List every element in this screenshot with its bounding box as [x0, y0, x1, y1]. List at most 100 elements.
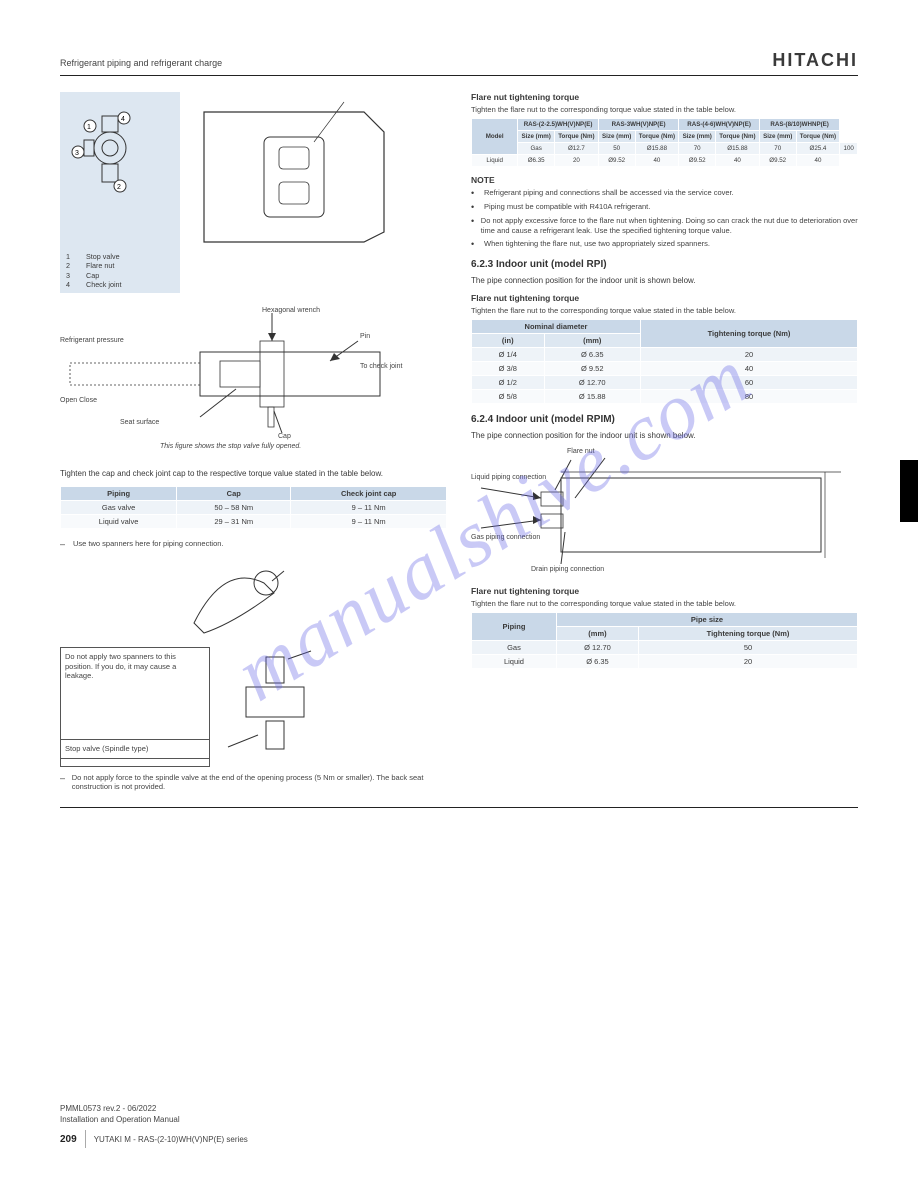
lbl-seat: Seat surface: [120, 419, 159, 426]
caps-list: 1 2 3 4: [60, 92, 180, 254]
indoor-lbl-gas: Gas piping connection: [471, 534, 540, 541]
td: 9 – 11 Nm: [291, 501, 447, 515]
flare-title2: Flare nut tightening torque: [471, 293, 858, 303]
footer-doc-id: PMML0573 rev.2 - 06/2022: [60, 1104, 858, 1113]
td: Gas valve: [61, 501, 177, 515]
td: 40: [641, 362, 858, 376]
td: Ø25.4: [796, 143, 840, 155]
td: Ø 12.70: [556, 641, 638, 655]
td: 50: [598, 143, 635, 155]
sec-623-text: The pipe connection position for the ind…: [471, 276, 858, 287]
left-column: 1 2 3 4: [60, 92, 447, 795]
unit-body-illus: [184, 92, 447, 254]
legend-2: Flare nut: [86, 261, 114, 270]
section-tab: [900, 460, 918, 522]
lbl-cap: Cap: [278, 433, 291, 440]
th-model: Model: [472, 119, 518, 155]
th: Torque (Nm): [635, 131, 679, 143]
th: Size (mm): [598, 131, 635, 143]
lbl-open-close: Open Close: [60, 397, 97, 404]
spindle-footnote: This figure shows the stop valve fully o…: [160, 443, 301, 450]
td: 60: [641, 376, 858, 390]
td: 80: [641, 390, 858, 404]
td: Ø 9.52: [544, 362, 640, 376]
th: (in): [472, 334, 545, 348]
spanner-illus: [174, 553, 334, 643]
td: Gas: [472, 641, 557, 655]
note-block-1: NOTE •Refrigerant piping and connections…: [471, 175, 858, 249]
td: Liquid: [472, 655, 557, 669]
figure-stop-valve-block: 1 2 3 4: [60, 92, 447, 254]
indoor-lbl-liquid: Liquid piping connection: [471, 474, 546, 481]
flare-nut-title: Flare nut tightening torque: [471, 92, 858, 102]
td: 100: [840, 143, 858, 155]
td: Gas: [518, 143, 555, 155]
sec-624-text: The pipe connection position for the ind…: [471, 431, 858, 442]
td: 50: [639, 641, 858, 655]
td: Ø 1/4: [472, 348, 545, 362]
td: 40: [796, 155, 840, 167]
flare-intro: Tighten the flare nut to the correspondi…: [471, 105, 858, 114]
lbl-pin: Pin: [360, 333, 370, 340]
indoor-lbl-drain: Drain piping connection: [531, 566, 604, 573]
svg-text:1: 1: [87, 124, 91, 131]
torque-table: Piping Cap Check joint cap Gas valve 50 …: [60, 486, 447, 529]
legend-4: Check joint: [86, 280, 122, 289]
td: Ø 6.35: [544, 348, 640, 362]
th-piping: Piping: [61, 487, 177, 501]
td: Ø 3/8: [472, 362, 545, 376]
outdoor-unit-illus: [184, 92, 414, 252]
indoor-lbl-flare: Flare nut: [567, 448, 595, 455]
legend-1: Stop valve: [86, 252, 120, 261]
td: Ø15.88: [716, 143, 760, 155]
legend-3: Cap: [86, 271, 99, 280]
td: Ø 5/8: [472, 390, 545, 404]
td: Ø9.52: [679, 155, 716, 167]
stop-valve-detail: [216, 647, 336, 767]
footer-doc-title: Installation and Operation Manual: [60, 1115, 858, 1124]
flare-table: Model RAS-(2-2.5)WH(V)NP(E) RAS-3WH(V)NP…: [471, 118, 858, 167]
th: Size (mm): [518, 131, 555, 143]
th: (mm): [556, 627, 638, 641]
th: Torque (Nm): [716, 131, 760, 143]
th: Torque (Nm): [554, 131, 598, 143]
th: Nominal diameter: [472, 320, 641, 334]
th: RAS-3WH(V)NP(E): [598, 119, 679, 131]
td: 20: [554, 155, 598, 167]
td: 70: [679, 143, 716, 155]
td: 29 – 31 Nm: [177, 515, 291, 529]
flare-caution-text: Do not apply force to the spindle valve …: [72, 773, 447, 792]
flare-intro3: Tighten the flare nut to the correspondi…: [471, 599, 858, 608]
td: Ø 6.35: [556, 655, 638, 669]
th: RAS-(4-6)WH(V)NP(E): [679, 119, 760, 131]
footer-rule: [60, 807, 858, 808]
td: Ø 1/2: [472, 376, 545, 390]
indoor-unit-illus: Liquid piping connection Gas piping conn…: [471, 448, 858, 578]
right-column: Flare nut tightening torque Tighten the …: [471, 92, 858, 795]
td: Ø 12.70: [544, 376, 640, 390]
bullet-flare-caution: – Do not apply force to the spindle valv…: [60, 773, 447, 792]
td: 70: [759, 143, 796, 155]
th: (mm): [544, 334, 640, 348]
note-item: Do not apply excessive force to the flar…: [481, 216, 858, 235]
caps-legend: 1Stop valve 2Flare nut 3Cap 4Check joint: [60, 248, 180, 293]
page-footer: PMML0573 rev.2 - 06/2022 Installation an…: [60, 1104, 858, 1148]
page-header: Refrigerant piping and refrigerant charg…: [60, 50, 858, 76]
td: Liquid: [472, 155, 518, 167]
content-columns: 1 2 3 4: [60, 92, 858, 795]
th-cap: Cap: [177, 487, 291, 501]
sec-624-title: 6.2.4 Indoor unit (model RPIM): [471, 414, 858, 425]
header-left: Refrigerant piping and refrigerant charg…: [60, 58, 222, 68]
th: Size (mm): [759, 131, 796, 143]
torque-intro: Tighten the cap and check joint cap to t…: [60, 469, 447, 480]
flare-table3: Piping Pipe size (mm) Tightening torque …: [471, 612, 858, 669]
sec-623-title: 6.2.3 Indoor unit (model RPI): [471, 259, 858, 270]
note-item: When tightening the flare nut, use two a…: [484, 239, 710, 249]
footer-page-num: 209: [60, 1134, 77, 1145]
flare-title3: Flare nut tightening torque: [471, 586, 858, 596]
svg-text:3: 3: [75, 150, 79, 157]
brand-logo: HITACHI: [772, 50, 858, 71]
th: Pipe size: [556, 613, 857, 627]
td: Ø 15.88: [544, 390, 640, 404]
note-item: Piping must be compatible with R410A ref…: [484, 202, 650, 212]
